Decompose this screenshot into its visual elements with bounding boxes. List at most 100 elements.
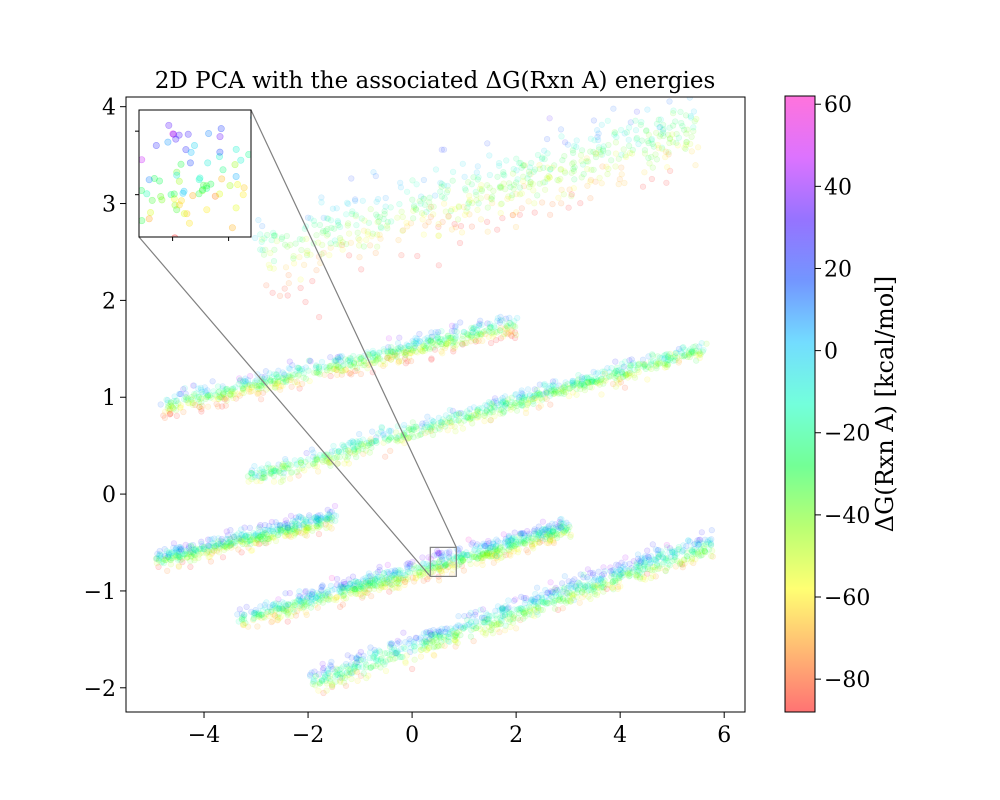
scatter-point — [254, 390, 261, 398]
scatter-point — [243, 603, 250, 611]
scatter-point — [327, 244, 334, 251]
scatter-point — [382, 361, 389, 368]
scatter-point — [196, 404, 203, 411]
scatter-point — [285, 272, 292, 279]
scatter-point — [437, 179, 444, 186]
scatter-point — [236, 535, 243, 542]
scatter-point — [433, 342, 440, 349]
scatter-point — [331, 357, 338, 364]
scatter-point — [233, 395, 240, 402]
scatter-point — [546, 174, 553, 181]
scatter-point — [484, 193, 491, 200]
scatter-point — [561, 573, 568, 580]
scatter-point — [303, 249, 310, 257]
scatter-point — [414, 252, 421, 260]
scatter-point — [567, 533, 574, 540]
scatter-point — [681, 144, 688, 151]
scatter-point — [356, 431, 363, 438]
scatter-point — [168, 402, 175, 409]
scatter-point — [691, 548, 698, 556]
scatter-point — [558, 133, 565, 140]
scatter-point — [536, 162, 543, 169]
scatter-point — [600, 564, 607, 571]
x-tick-label: −2 — [292, 723, 324, 748]
inset-point — [257, 151, 263, 157]
scatter-point — [376, 231, 383, 238]
scatter-point — [680, 126, 688, 133]
scatter-point — [219, 554, 227, 561]
scatter-point — [392, 351, 399, 358]
scatter-point — [547, 579, 554, 586]
inset-point — [191, 142, 199, 150]
scatter-point — [263, 282, 270, 289]
scatter-point — [457, 420, 465, 427]
scatter-point — [675, 134, 683, 141]
scatter-point — [291, 457, 298, 464]
scatter-point — [700, 346, 707, 353]
scatter-point — [391, 569, 398, 576]
scatter-point — [443, 340, 450, 347]
scatter-point — [274, 380, 281, 387]
scatter-point — [395, 576, 403, 583]
scatter-point — [254, 386, 261, 393]
scatter-point — [669, 547, 676, 554]
scatter-point — [666, 139, 673, 147]
scatter-point — [386, 588, 393, 595]
scatter-point — [459, 340, 466, 348]
scatter-point — [656, 133, 663, 140]
scatter-point — [592, 178, 599, 185]
scatter-point — [380, 346, 387, 353]
scatter-point — [374, 243, 381, 250]
scatter-point — [293, 378, 301, 386]
scatter-point — [435, 223, 442, 230]
scatter-point — [666, 124, 673, 131]
scatter-point — [477, 216, 485, 223]
scatter-point — [509, 212, 517, 219]
scatter-point — [438, 180, 445, 187]
inset-point — [253, 187, 259, 193]
scatter-point — [456, 239, 464, 247]
scatter-point — [300, 374, 307, 381]
scatter-point — [490, 187, 497, 194]
scatter-point — [398, 357, 405, 365]
scatter-point — [403, 341, 410, 348]
scatter-point — [422, 430, 429, 437]
scatter-point — [593, 379, 601, 386]
scatter-point — [404, 358, 411, 365]
scatter-point — [558, 525, 565, 532]
scatter-point — [417, 346, 424, 353]
scatter-point — [183, 548, 190, 555]
scatter-point — [387, 347, 394, 354]
scatter-point — [442, 633, 449, 640]
scatter-point — [430, 211, 437, 218]
scatter-point — [467, 338, 474, 345]
scatter-point — [592, 151, 599, 158]
scatter-point — [285, 365, 292, 372]
scatter-point — [437, 335, 444, 343]
scatter-point — [570, 165, 577, 172]
scatter-point — [316, 314, 323, 321]
scatter-point — [198, 388, 205, 396]
scatter-point — [676, 560, 684, 568]
inset-point — [177, 160, 185, 168]
scatter-point — [194, 396, 202, 403]
scatter-point — [352, 197, 359, 204]
scatter-point — [403, 652, 410, 659]
scatter-point — [198, 405, 205, 413]
scatter-point — [484, 140, 491, 147]
scatter-point — [444, 182, 451, 189]
scatter-point — [314, 463, 321, 470]
scatter-point — [426, 205, 433, 212]
scatter-point — [669, 110, 677, 117]
scatter-point — [429, 339, 436, 346]
scatter-point — [190, 382, 197, 389]
scatter-point — [633, 108, 641, 115]
scatter-point — [684, 353, 691, 361]
scatter-point — [625, 136, 632, 143]
scatter-point — [461, 329, 468, 336]
scatter-point — [505, 597, 512, 604]
scatter-point — [312, 672, 319, 680]
scatter-point — [348, 175, 355, 182]
scatter-point — [270, 258, 278, 265]
scatter-point — [268, 465, 275, 473]
